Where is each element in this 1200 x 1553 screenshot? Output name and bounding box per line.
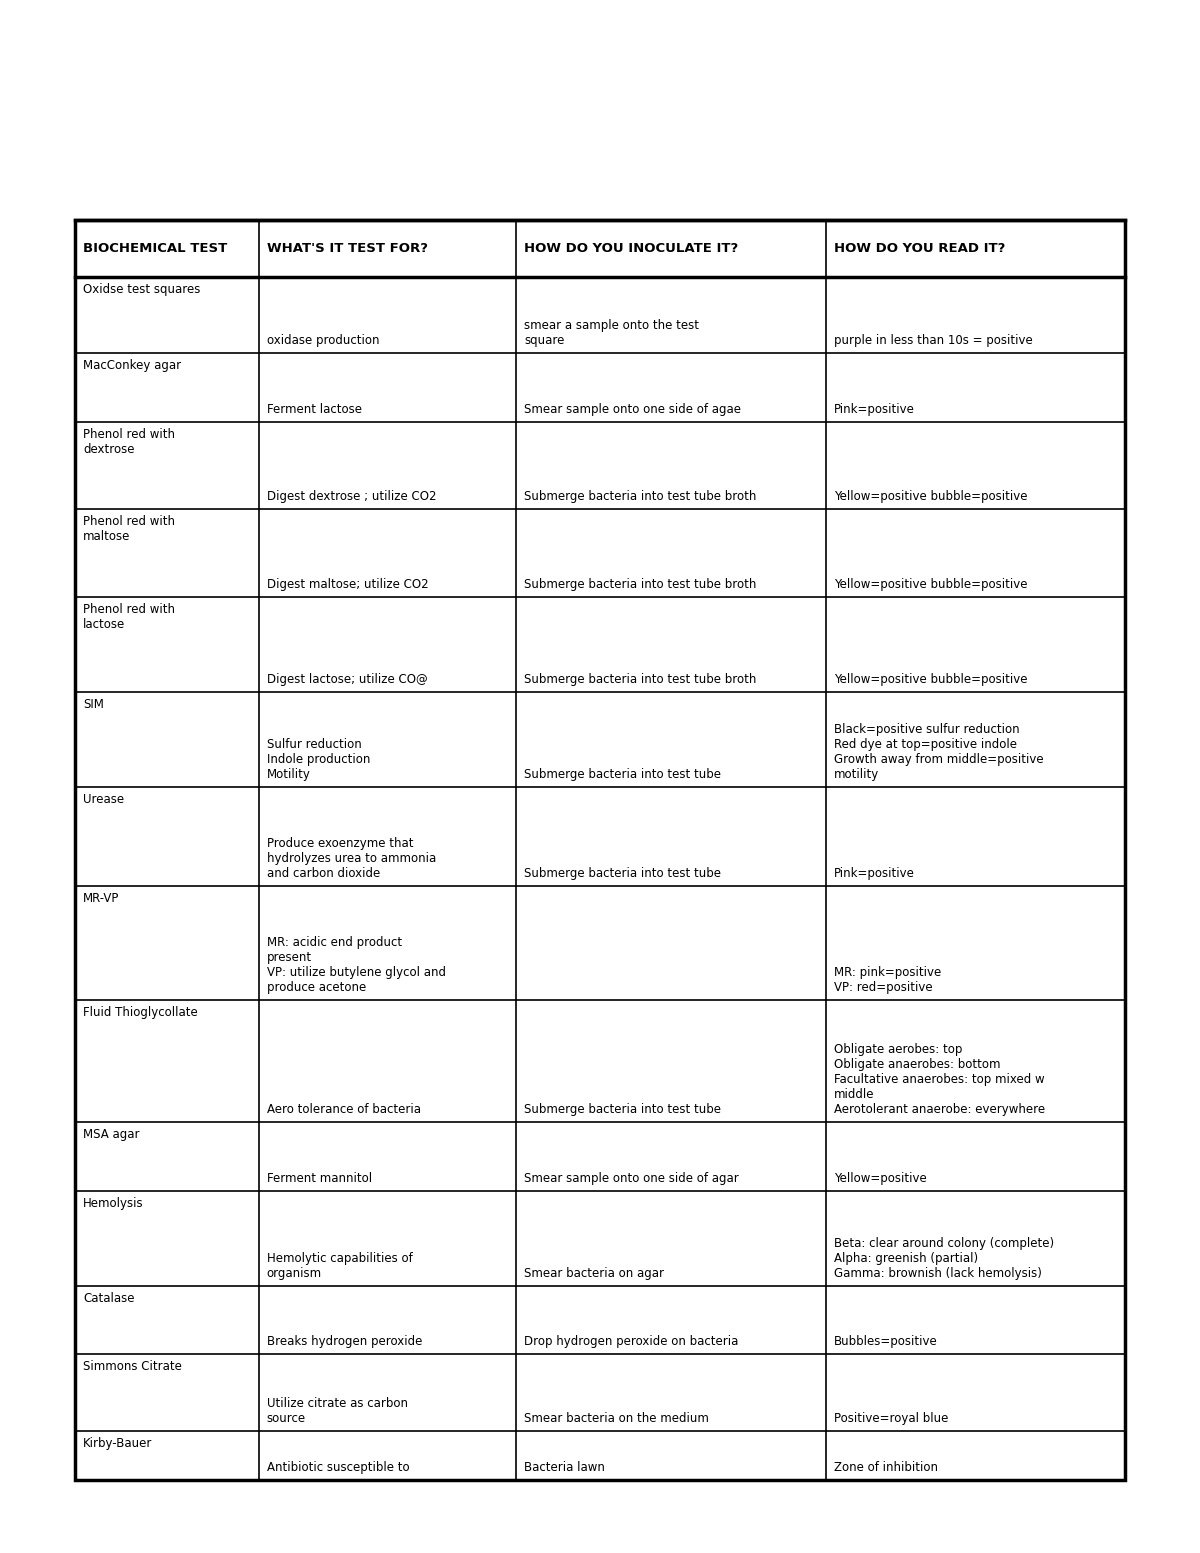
Text: Oxidse test squares: Oxidse test squares: [83, 283, 200, 297]
Text: Urease: Urease: [83, 794, 124, 806]
Text: Phenol red with
maltose: Phenol red with maltose: [83, 516, 175, 544]
Text: Ferment lactose: Ferment lactose: [266, 402, 361, 416]
Text: Submerge bacteria into test tube: Submerge bacteria into test tube: [524, 867, 721, 881]
Text: MacConkey agar: MacConkey agar: [83, 359, 181, 373]
Text: Zone of inhibition: Zone of inhibition: [834, 1461, 937, 1474]
Text: BIOCHEMICAL TEST: BIOCHEMICAL TEST: [83, 242, 227, 255]
Text: smear a sample onto the test
square: smear a sample onto the test square: [524, 320, 698, 348]
Text: Yellow=positive bubble=positive: Yellow=positive bubble=positive: [834, 578, 1027, 590]
Text: Smear sample onto one side of agar: Smear sample onto one side of agar: [524, 1171, 739, 1185]
Text: Bubbles=positive: Bubbles=positive: [834, 1336, 937, 1348]
Text: Submerge bacteria into test tube: Submerge bacteria into test tube: [524, 769, 721, 781]
Text: WHAT'S IT TEST FOR?: WHAT'S IT TEST FOR?: [266, 242, 427, 255]
Text: Antibiotic susceptible to: Antibiotic susceptible to: [266, 1461, 409, 1474]
Text: Smear sample onto one side of agae: Smear sample onto one side of agae: [524, 402, 742, 416]
Text: MR: pink=positive
VP: red=positive: MR: pink=positive VP: red=positive: [834, 966, 941, 994]
Text: Bacteria lawn: Bacteria lawn: [524, 1461, 605, 1474]
Text: Submerge bacteria into test tube: Submerge bacteria into test tube: [524, 1103, 721, 1117]
Text: Submerge bacteria into test tube broth: Submerge bacteria into test tube broth: [524, 578, 756, 590]
Text: Phenol red with
dextrose: Phenol red with dextrose: [83, 427, 175, 455]
Text: Kirby-Bauer: Kirby-Bauer: [83, 1437, 152, 1449]
Text: HOW DO YOU READ IT?: HOW DO YOU READ IT?: [834, 242, 1006, 255]
Text: Catalase: Catalase: [83, 1292, 134, 1305]
Text: Simmons Citrate: Simmons Citrate: [83, 1360, 182, 1373]
Text: HOW DO YOU INOCULATE IT?: HOW DO YOU INOCULATE IT?: [524, 242, 738, 255]
Text: Submerge bacteria into test tube broth: Submerge bacteria into test tube broth: [524, 491, 756, 503]
Text: oxidase production: oxidase production: [266, 334, 379, 348]
Text: Yellow=positive bubble=positive: Yellow=positive bubble=positive: [834, 491, 1027, 503]
Text: MR-VP: MR-VP: [83, 891, 119, 905]
Text: Pink=positive: Pink=positive: [834, 867, 914, 881]
Text: SIM: SIM: [83, 697, 104, 711]
Text: Black=positive sulfur reduction
Red dye at top=positive indole
Growth away from : Black=positive sulfur reduction Red dye …: [834, 724, 1043, 781]
Text: Fluid Thioglycollate: Fluid Thioglycollate: [83, 1006, 198, 1019]
Text: Obligate aerobes: top
Obligate anaerobes: bottom
Facultative anaerobes: top mixe: Obligate aerobes: top Obligate anaerobes…: [834, 1044, 1045, 1117]
Text: Smear bacteria on agar: Smear bacteria on agar: [524, 1267, 664, 1280]
Text: Produce exoenzyme that
hydrolyzes urea to ammonia
and carbon dioxide: Produce exoenzyme that hydrolyzes urea t…: [266, 837, 436, 881]
Text: Pink=positive: Pink=positive: [834, 402, 914, 416]
Bar: [74, 221, 1126, 1480]
Text: Hemolytic capabilities of
organism: Hemolytic capabilities of organism: [266, 1252, 413, 1280]
Text: Digest dextrose ; utilize CO2: Digest dextrose ; utilize CO2: [266, 491, 437, 503]
Text: Positive=royal blue: Positive=royal blue: [834, 1412, 948, 1424]
Text: Sulfur reduction
Indole production
Motility: Sulfur reduction Indole production Motil…: [266, 738, 370, 781]
Text: Digest maltose; utilize CO2: Digest maltose; utilize CO2: [266, 578, 428, 590]
Text: MSA agar: MSA agar: [83, 1127, 139, 1141]
Text: Smear bacteria on the medium: Smear bacteria on the medium: [524, 1412, 709, 1424]
Text: Yellow=positive bubble=positive: Yellow=positive bubble=positive: [834, 672, 1027, 686]
Text: Phenol red with
lactose: Phenol red with lactose: [83, 603, 175, 631]
Text: Yellow=positive: Yellow=positive: [834, 1171, 926, 1185]
Text: Hemolysis: Hemolysis: [83, 1197, 144, 1210]
Text: Submerge bacteria into test tube broth: Submerge bacteria into test tube broth: [524, 672, 756, 686]
Text: Utilize citrate as carbon
source: Utilize citrate as carbon source: [266, 1396, 408, 1424]
Text: Breaks hydrogen peroxide: Breaks hydrogen peroxide: [266, 1336, 422, 1348]
Text: Drop hydrogen peroxide on bacteria: Drop hydrogen peroxide on bacteria: [524, 1336, 738, 1348]
Text: Digest lactose; utilize CO@: Digest lactose; utilize CO@: [266, 672, 427, 686]
Text: purple in less than 10s = positive: purple in less than 10s = positive: [834, 334, 1032, 348]
Text: Beta: clear around colony (complete)
Alpha: greenish (partial)
Gamma: brownish (: Beta: clear around colony (complete) Alp…: [834, 1236, 1054, 1280]
Text: MR: acidic end product
present
VP: utilize butylene glycol and
produce acetone: MR: acidic end product present VP: utili…: [266, 936, 445, 994]
Text: Ferment mannitol: Ferment mannitol: [266, 1171, 372, 1185]
Text: Aero tolerance of bacteria: Aero tolerance of bacteria: [266, 1103, 421, 1117]
